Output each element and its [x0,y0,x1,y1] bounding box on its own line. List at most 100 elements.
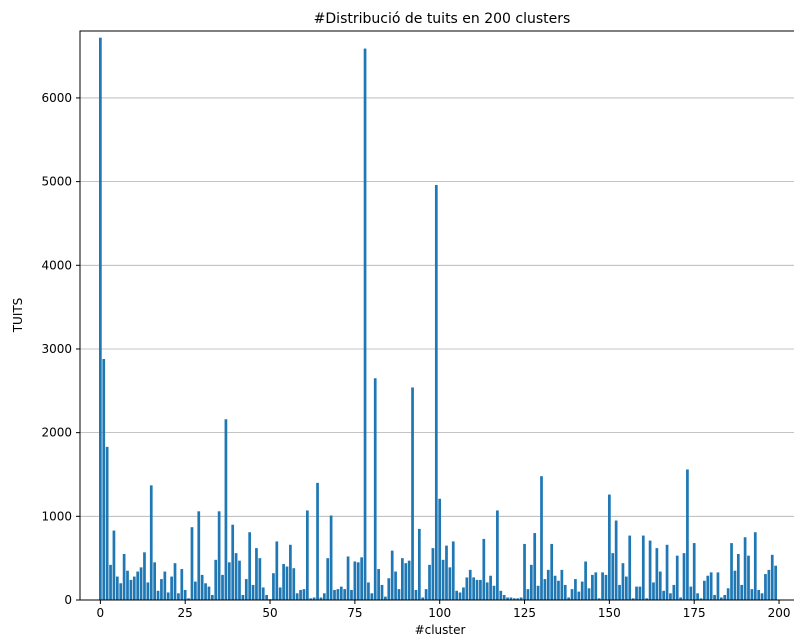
bar [285,566,289,600]
bar [272,573,275,600]
bar [703,580,706,600]
bar [472,577,475,600]
bar [353,561,357,600]
bar [597,598,601,600]
bar [295,593,299,600]
bar [407,560,411,600]
bar [458,592,462,600]
x-tick-label: 175 [683,606,706,620]
bar [614,520,618,600]
bar [207,586,211,600]
bar [136,571,140,600]
bar [367,582,370,600]
bar [764,574,767,600]
bar [417,528,421,600]
bar [282,564,285,600]
bar [526,589,530,600]
bar [322,593,326,600]
bar [706,575,710,600]
bar [519,597,523,600]
bar [326,558,330,600]
bar [509,597,513,600]
bar [370,593,374,600]
bar [302,589,306,600]
bar [618,584,621,600]
bar [194,581,197,600]
bar [390,550,394,600]
bar [170,576,173,600]
bar [675,555,679,600]
bar [750,589,754,600]
bar [187,598,190,600]
bar [333,589,336,600]
bar [455,590,459,600]
bar [475,579,479,600]
bar [726,588,730,600]
bar [251,584,255,600]
bar [177,593,180,600]
bar [760,593,764,600]
bar [428,564,431,600]
bar [275,541,279,600]
bar [672,584,676,600]
bar [448,567,452,600]
bar [770,554,774,600]
bar [438,498,442,600]
bar [143,552,146,600]
bar [774,565,777,600]
bar [635,586,638,600]
bar [305,510,309,600]
bar [482,538,486,600]
bar [611,553,615,600]
bar [604,574,608,600]
bar [126,570,129,600]
x-tick-label: 50 [262,606,277,620]
bar [587,588,591,600]
bar [574,579,577,600]
x-tick-label: 25 [178,606,193,620]
bar [112,530,116,600]
bar [462,587,465,600]
bar [292,568,296,600]
bar [387,578,391,600]
bar [394,571,397,600]
x-tick-label: 200 [768,606,791,620]
bar [546,569,550,600]
bar [699,598,703,600]
bar [730,543,733,600]
bar [736,553,740,600]
bar [99,37,102,601]
bar [119,583,123,600]
bar [757,589,761,600]
bar [221,574,224,600]
x-tick-label: 150 [598,606,621,620]
bar [584,561,587,600]
bar [645,598,649,600]
bar [753,532,757,600]
bar [411,387,414,600]
plot-frame [79,30,794,601]
bar [662,590,666,600]
y-axis-title: TUITS [11,298,25,334]
bar [241,594,245,600]
bar [601,572,604,600]
x-tick-label: 125 [513,606,536,620]
bar [543,579,547,600]
bar [445,545,448,600]
bar [255,548,258,600]
bar [709,572,713,600]
bar [485,582,489,600]
bar [624,576,628,600]
bar [594,572,598,600]
bar [153,562,157,600]
bar [563,584,567,600]
y-tick-label: 4000 [41,258,72,272]
bar [516,598,520,600]
bar [529,564,533,600]
bar [238,560,241,600]
bar [102,359,106,600]
bar [740,584,744,600]
bar [356,562,360,600]
y-axis-ticks: 0 1000 2000 3000 4000 5000 6000 [41,91,80,607]
